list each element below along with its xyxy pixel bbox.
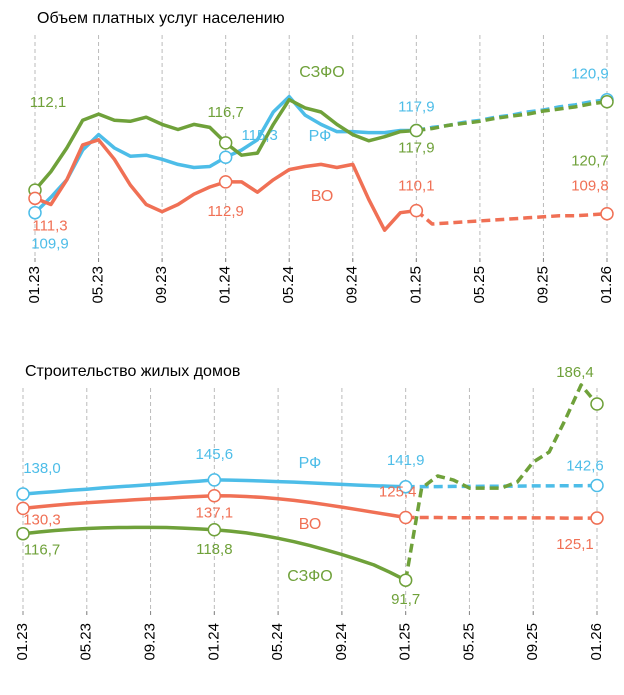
series-name: РФ — [309, 128, 332, 145]
x-tick-label: 09.23 — [142, 623, 159, 661]
point-marker — [16, 487, 30, 501]
data-label: 118,8 — [196, 541, 232, 558]
data-label: 110,1 — [398, 178, 434, 195]
point-marker — [218, 150, 233, 164]
data-label: 91,7 — [391, 591, 420, 608]
point-marker — [218, 136, 233, 150]
x-tick-label: 05.24 — [280, 266, 297, 304]
data-label: 142,6 — [566, 457, 604, 474]
point-marker — [398, 480, 413, 494]
x-tick-label: 05.23 — [78, 623, 95, 661]
data-label: 117,9 — [398, 139, 434, 156]
x-tick-label: 01.25 — [397, 623, 414, 661]
data-label: 112,9 — [207, 203, 243, 220]
point-marker — [28, 205, 42, 220]
data-label: 120,9 — [571, 66, 609, 83]
data-label: 130,3 — [23, 511, 61, 528]
point-marker — [590, 511, 604, 525]
data-label: 141,9 — [387, 452, 425, 469]
x-tick-label: 01.23 — [26, 266, 43, 304]
data-label: 109,8 — [571, 178, 609, 195]
x-tick-label: 01.26 — [598, 266, 615, 304]
x-tick-label: 01.24 — [217, 266, 234, 304]
x-tick-label: 01.26 — [588, 623, 605, 661]
data-label: 115,3 — [241, 127, 277, 144]
forecast-line — [405, 483, 598, 489]
x-tick-label: 01.25 — [407, 266, 424, 304]
forecast-line — [403, 383, 599, 581]
x-tick-label: 09.25 — [534, 266, 551, 304]
point-marker — [16, 526, 30, 541]
data-label: 120,7 — [571, 153, 609, 170]
x-tick-label: 09.25 — [524, 623, 541, 661]
point-marker — [207, 473, 222, 487]
series-name: ВО — [311, 188, 334, 205]
data-label: 137,1 — [196, 505, 234, 522]
x-tick-label: 01.23 — [14, 623, 31, 661]
point-marker — [16, 501, 30, 516]
forecast-line — [415, 209, 608, 226]
x-tick-label: 01.24 — [205, 623, 222, 661]
data-label: 116,7 — [24, 542, 60, 559]
x-tick-label: 05.24 — [269, 623, 286, 661]
data-label: 125,1 — [556, 536, 594, 553]
data-label: 186,4 — [556, 364, 594, 381]
data-label: 138,0 — [23, 460, 61, 477]
data-label: 125,4 — [379, 483, 417, 500]
data-label: 145,6 — [196, 446, 234, 463]
data-label: 109,9 — [31, 236, 69, 253]
series-name: РФ — [299, 455, 322, 472]
point-marker — [28, 191, 42, 206]
series-name: СЗФО — [287, 568, 332, 585]
point-marker — [600, 95, 614, 109]
data-label: 111,3 — [32, 217, 67, 234]
chart-title: Строительство жилых домов — [25, 363, 240, 380]
x-tick-label: 09.24 — [344, 266, 361, 304]
point-marker — [207, 488, 222, 503]
x-tick-label: 05.23 — [90, 266, 107, 304]
point-marker — [600, 206, 614, 221]
x-tick-label: 05.25 — [460, 623, 477, 661]
data-label: 116,7 — [207, 104, 243, 121]
x-tick-label: 05.25 — [471, 266, 488, 304]
point-marker — [218, 175, 233, 189]
data-label: 117,9 — [398, 98, 434, 115]
x-tick-label: 09.24 — [333, 623, 350, 661]
x-tick-label: 09.23 — [153, 266, 170, 304]
series-name: ВО — [299, 516, 322, 533]
data-label: 112,1 — [30, 94, 66, 111]
forecast-line — [416, 100, 608, 133]
point-marker — [590, 397, 604, 411]
point-marker — [207, 523, 222, 537]
point-marker — [409, 203, 424, 218]
series-name: СЗФО — [299, 64, 344, 81]
point-marker — [590, 478, 604, 493]
point-marker — [398, 573, 413, 587]
point-marker — [409, 123, 424, 138]
chart-title: Объем платных услуг населению — [37, 10, 285, 27]
forecast-line — [405, 515, 597, 520]
point-marker — [398, 510, 413, 525]
